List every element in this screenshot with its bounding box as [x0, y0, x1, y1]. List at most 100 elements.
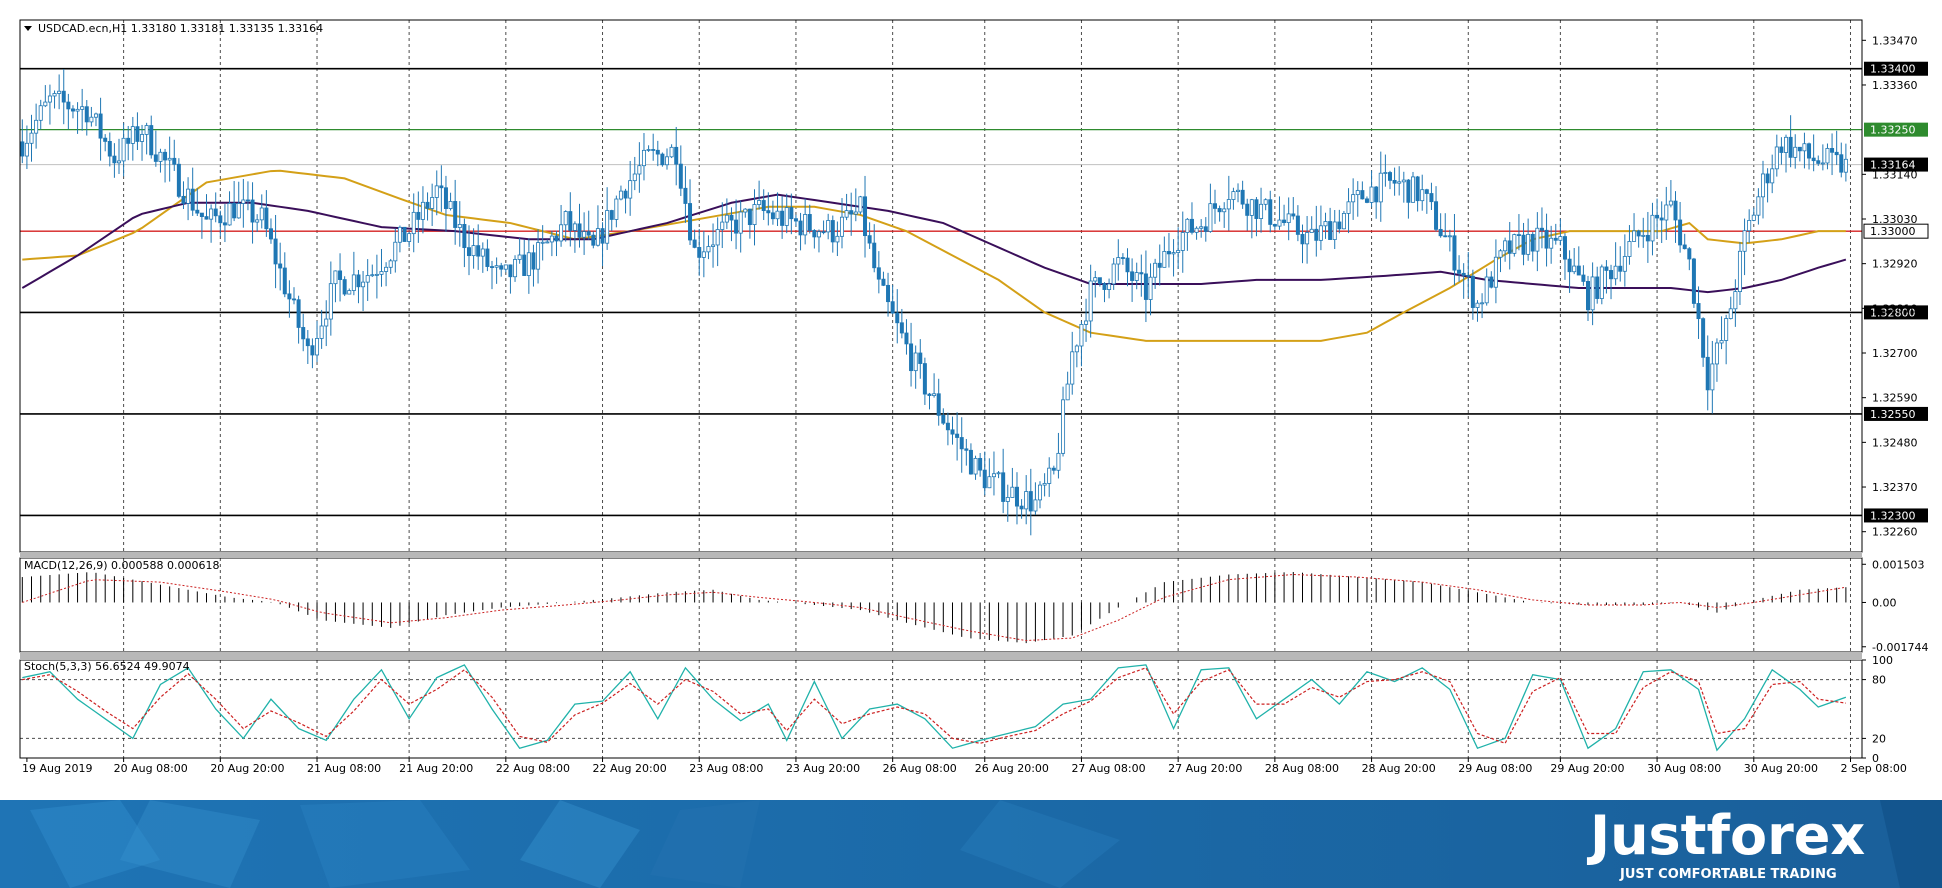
- candle-bear: [103, 137, 108, 142]
- candle-bull: [513, 259, 518, 278]
- candle-bear: [1581, 274, 1586, 282]
- candle-bear: [1328, 221, 1333, 240]
- price-axis-label: 1.32480: [1872, 436, 1918, 449]
- candle-bull: [457, 224, 462, 228]
- candle-bull: [1493, 256, 1498, 288]
- candle-bear: [899, 322, 904, 334]
- candle-bear: [222, 222, 227, 226]
- candle-bull: [720, 221, 725, 230]
- candle-bull: [563, 211, 568, 226]
- price-axis-label: 1.32260: [1872, 526, 1918, 539]
- candle-bull: [1005, 497, 1010, 502]
- candle-bear: [199, 212, 204, 217]
- candle-bull: [973, 457, 978, 475]
- candle-bull: [374, 273, 379, 276]
- level-price-label: 1.33000: [1870, 225, 1916, 238]
- candle-bear: [1097, 277, 1102, 284]
- candle-bull: [365, 275, 370, 283]
- candle-bear: [1655, 214, 1660, 219]
- candle-bull: [1632, 230, 1637, 242]
- candle-bear: [982, 469, 987, 489]
- candle-bull: [669, 146, 674, 158]
- candle-bear: [1282, 219, 1287, 224]
- candle-bull: [540, 241, 545, 244]
- candle-bear: [959, 437, 964, 450]
- candle-bear: [1166, 251, 1171, 255]
- candle-bear: [1595, 276, 1600, 299]
- price-axis-label: 1.32920: [1872, 258, 1918, 271]
- candle-bear: [1461, 272, 1466, 276]
- candle-bull: [614, 198, 619, 220]
- candle-bull: [1756, 196, 1761, 216]
- candle-bull: [996, 472, 1001, 475]
- candle-bear: [623, 190, 628, 199]
- candle-bear: [1157, 262, 1162, 268]
- price-axis-label: 1.32700: [1872, 347, 1918, 360]
- candle-bull: [1401, 179, 1406, 183]
- candle-bull: [430, 197, 435, 209]
- candle-bull: [434, 185, 439, 198]
- macd-panel: [21, 571, 1847, 644]
- candle-bear: [1434, 201, 1439, 230]
- candle-bear: [462, 224, 467, 249]
- brand-logo: Justforex: [1586, 804, 1865, 867]
- candle-bear: [1839, 154, 1844, 173]
- macd-axis-label: -0.001744: [1872, 641, 1928, 654]
- dropdown-triangle-icon[interactable]: [24, 26, 32, 31]
- level-price-label: 1.33250: [1870, 124, 1916, 137]
- candle-bull: [1535, 227, 1540, 252]
- time-axis-label: 29 Aug 08:00: [1458, 762, 1532, 775]
- candle-bull: [1185, 218, 1190, 233]
- candle-bear: [793, 218, 798, 222]
- candle-bear: [1673, 200, 1678, 221]
- candle-bear: [1337, 221, 1342, 230]
- trading-chart[interactable]: 1.33400 1.33250 1.33164 1.33000 1.32800 1.325…: [0, 0, 1942, 800]
- candle-bull: [835, 235, 840, 243]
- candle-bull: [1498, 250, 1503, 258]
- candle-bull: [319, 325, 324, 339]
- candle-bull: [1222, 208, 1227, 213]
- candle-bear: [1687, 248, 1692, 260]
- candle-bear: [1489, 276, 1494, 288]
- candle-bull: [757, 200, 762, 205]
- candle-bear: [153, 154, 158, 162]
- candle-bear: [296, 299, 301, 328]
- candle-bull: [1010, 486, 1015, 498]
- stoch-axis-label: 80: [1872, 674, 1886, 687]
- candle-bear: [20, 141, 25, 157]
- candle-bear: [287, 293, 292, 300]
- candle-bull: [618, 190, 623, 200]
- candle-bull: [1351, 194, 1356, 203]
- candle-bear: [655, 149, 660, 155]
- candle-bear: [181, 195, 186, 204]
- candle-bull: [816, 231, 821, 238]
- candle-bull: [784, 207, 789, 226]
- macd-axis-label: 0.00: [1872, 596, 1897, 609]
- candle-bear: [522, 254, 527, 276]
- time-axis-label: 30 Aug 08:00: [1647, 762, 1721, 775]
- candle-bull: [1074, 345, 1079, 353]
- candle-bear: [812, 230, 817, 238]
- candle-bear: [250, 199, 255, 223]
- candle-bull: [1793, 146, 1798, 158]
- candle-bear: [1387, 172, 1392, 181]
- candle-bull: [1231, 191, 1236, 200]
- candle-bull: [526, 252, 531, 276]
- time-axis-label: 27 Aug 20:00: [1168, 762, 1242, 775]
- time-axis-label: 26 Aug 20:00: [975, 762, 1049, 775]
- macd-title: MACD(12,26,9) 0.000588 0.000618: [24, 559, 220, 572]
- candle-bull: [1770, 168, 1775, 184]
- candle-bear: [1424, 189, 1429, 194]
- candle-bull: [839, 216, 844, 237]
- candle-bull: [1162, 251, 1167, 268]
- candle-bear: [1834, 151, 1839, 156]
- candle-bull: [186, 188, 191, 204]
- candle-bull: [582, 231, 587, 238]
- candle-bull: [641, 149, 646, 167]
- candle-bear: [674, 146, 679, 165]
- panel-separator: [20, 552, 1862, 558]
- candle-bull: [1107, 283, 1112, 290]
- candle-bear: [466, 247, 471, 257]
- candle-bear: [1544, 229, 1549, 249]
- level-price-label: 1.32800: [1870, 306, 1916, 319]
